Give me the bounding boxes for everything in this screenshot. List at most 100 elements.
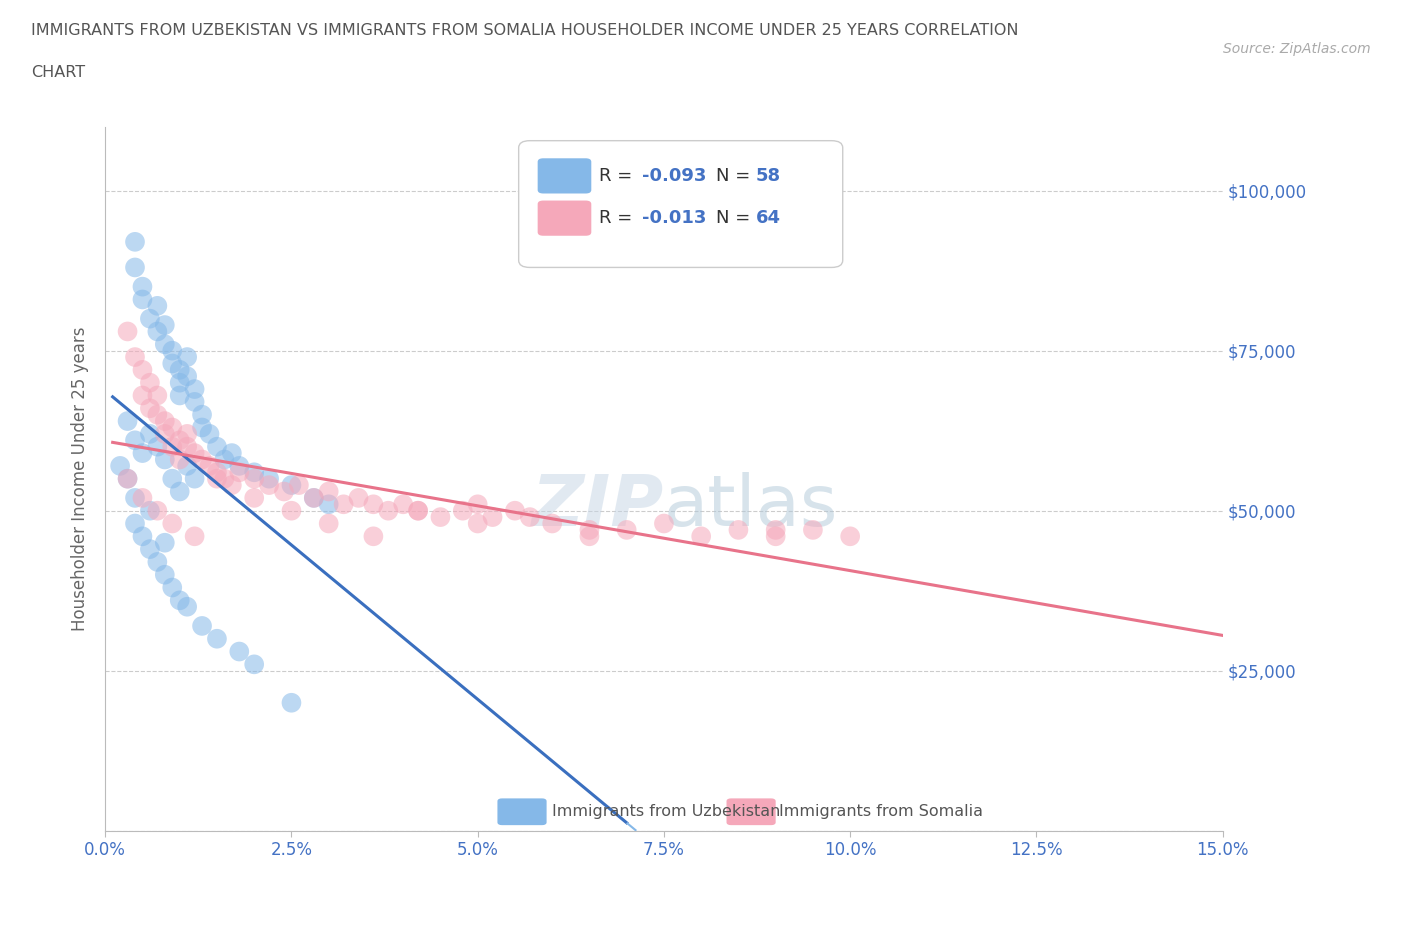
FancyBboxPatch shape [519,140,842,268]
Point [243,472,266,486]
Point [146,439,169,454]
Point [183,445,205,460]
Point [131,490,153,505]
Point [124,490,146,505]
Point [146,554,169,569]
Point [117,324,139,339]
Point [117,414,139,429]
Point [191,452,214,467]
Point [205,472,228,486]
Point [392,497,415,512]
Point [302,490,325,505]
Point [363,529,385,544]
Point [347,490,370,505]
Point [131,363,153,378]
Point [153,414,176,429]
Point [146,407,169,422]
Point [451,503,474,518]
Point [205,631,228,646]
Point [243,657,266,671]
Point [124,260,146,275]
Point [169,388,191,403]
Point [117,472,139,486]
Point [205,465,228,480]
Point [117,472,139,486]
Point [131,279,153,294]
Text: R =: R = [599,209,638,227]
Point [162,516,184,531]
Point [332,497,354,512]
Point [288,478,311,493]
Point [146,388,169,403]
Text: -0.093: -0.093 [641,166,706,185]
Text: N =: N = [717,209,756,227]
Point [280,478,302,493]
Point [153,337,176,352]
Point [139,401,162,416]
Point [467,497,489,512]
Point [183,472,205,486]
Point [146,299,169,313]
Text: Immigrants from Uzbekistan: Immigrants from Uzbekistan [553,804,780,819]
Point [176,458,198,473]
Point [541,516,564,531]
Point [124,350,146,365]
Point [153,452,176,467]
FancyBboxPatch shape [537,201,592,235]
Text: atlas: atlas [664,472,838,541]
Point [176,439,198,454]
Point [124,516,146,531]
Point [139,427,162,442]
Point [124,234,146,249]
Point [183,394,205,409]
Text: -0.013: -0.013 [641,209,706,227]
Point [183,381,205,396]
Point [257,478,280,493]
Point [406,503,429,518]
Point [280,503,302,518]
Text: IMMIGRANTS FROM UZBEKISTAN VS IMMIGRANTS FROM SOMALIA HOUSEHOLDER INCOME UNDER 2: IMMIGRANTS FROM UZBEKISTAN VS IMMIGRANTS… [31,23,1018,38]
Text: 58: 58 [755,166,780,185]
Point [191,407,214,422]
Point [191,618,214,633]
Point [765,523,787,538]
Point [429,510,451,525]
Point [318,516,340,531]
Point [131,529,153,544]
Point [727,523,749,538]
Point [153,318,176,333]
Point [176,427,198,442]
Text: Immigrants from Somalia: Immigrants from Somalia [779,804,983,819]
Point [146,324,169,339]
Point [280,696,302,711]
Point [176,369,198,384]
Point [467,516,489,531]
Point [169,593,191,608]
Point [169,432,191,447]
Point [169,375,191,390]
Point [131,292,153,307]
Point [363,497,385,512]
Point [198,458,221,473]
Point [243,465,266,480]
Point [169,452,191,467]
Point [205,439,228,454]
Point [652,516,675,531]
Point [214,472,236,486]
Text: Source: ZipAtlas.com: Source: ZipAtlas.com [1223,42,1371,56]
Point [214,452,236,467]
FancyBboxPatch shape [498,798,547,825]
Point [221,445,243,460]
Point [162,420,184,435]
Text: N =: N = [717,166,756,185]
Text: R =: R = [599,166,638,185]
Point [183,529,205,544]
Point [176,350,198,365]
Point [162,580,184,595]
Point [146,503,169,518]
Point [228,458,250,473]
Point [153,567,176,582]
Text: 64: 64 [755,209,780,227]
FancyBboxPatch shape [537,158,592,193]
Point [169,363,191,378]
